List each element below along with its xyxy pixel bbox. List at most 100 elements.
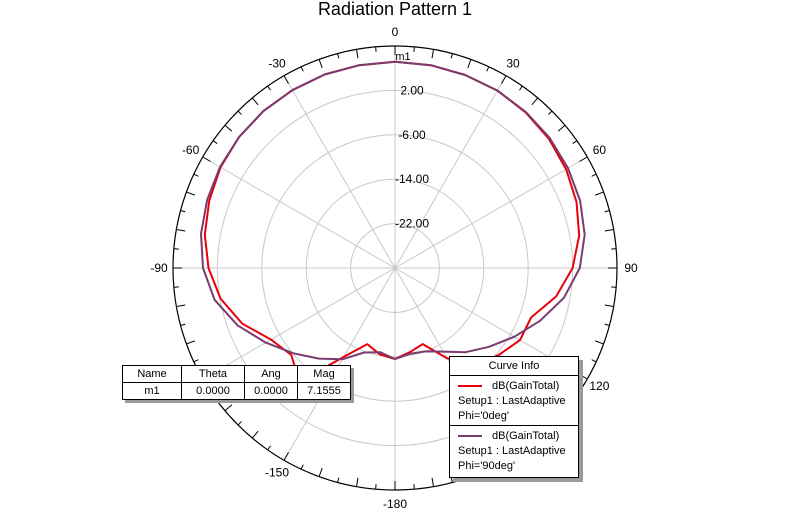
angle-tick-mark [283,75,289,84]
angle-tick-mark [283,452,289,461]
angle-tick-label: 30 [506,57,520,71]
col-header-name: Name [122,365,182,383]
angle-tick-mark [355,477,359,487]
angle-tick-mark [594,340,604,345]
angle-tick-mark [202,156,211,162]
angle-tick-mark [548,110,553,115]
legend-entry: dB(GainTotal) Setup1 : LastAdaptive Phi=… [450,376,578,424]
angle-tick-mark [318,59,323,69]
angle-tick-mark [355,49,359,59]
marker-table-header-row: Name Theta Ang Mag [122,365,351,383]
angle-tick-mark [176,304,186,308]
angle-tick-mark [450,53,453,59]
angle-tick-mark [212,140,218,144]
radial-tick-label: 2.00 [400,83,424,97]
angle-tick-mark [180,323,186,326]
angle-tick-mark [267,445,271,451]
angle-tick-label: 120 [589,379,609,393]
angle-tick-mark [300,464,304,470]
legend-entry: dB(GainTotal) Setup1 : LastAdaptive Phi=… [450,425,578,474]
angle-tick-mark [604,210,610,213]
angle-tick-mark [237,421,242,426]
angle-tick-mark [337,53,340,59]
angle-tick-mark [267,85,271,91]
marker-layer: m1 [395,51,410,63]
grid-spoke [283,267,396,461]
angle-tick-mark [431,49,435,59]
angle-tick-label: -60 [182,143,200,157]
angle-tick-mark [193,359,199,363]
angle-tick-mark [519,85,523,91]
angle-tick-mark [579,156,588,162]
angle-tick-label: 0 [392,25,399,39]
cell-ang: 0.0000 [244,382,298,400]
col-header-theta: Theta [181,365,245,383]
angle-tick-mark [337,477,340,483]
legend-entry-setup: Setup1 : LastAdaptive [458,395,566,407]
angle-tick-mark [186,340,196,345]
angle-tick-mark [176,228,186,232]
angle-tick-mark [193,173,199,177]
angle-tick-mark [501,75,507,84]
series-line-2 [200,60,586,361]
col-header-ang: Ang [244,365,298,383]
curve-info-legend: Curve Info dB(GainTotal) Setup1 : LastAd… [449,356,579,478]
angle-tick-label: -90 [150,261,168,275]
angle-tick-mark [251,430,259,439]
angle-tick-label: 60 [593,143,607,157]
angle-tick-mark [180,210,186,213]
angle-tick-mark [591,359,597,363]
angle-tick-mark [486,66,490,72]
angle-tick-mark [224,404,233,412]
radial-tick-label: -6.00 [398,128,426,142]
radial-tick-label: -14.00 [395,172,429,186]
angle-tick-label: 90 [624,261,638,275]
angle-tick-mark [594,191,604,196]
radial-tick-label: -22.00 [395,217,429,231]
angle-tick-mark [467,59,472,69]
cell-theta: 0.0000 [181,382,245,400]
grid-spoke [394,75,507,269]
angle-tick-mark [572,140,578,144]
curve-info-title: Curve Info [450,357,578,376]
legend-swatch-red [458,385,482,388]
angle-tick-label: -30 [268,57,286,71]
radial-tick-labels: 2.00 -6.00 -14.00 -22.00 [395,83,429,230]
legend-entry-phi: Phi='90deg' [458,460,516,472]
angle-tick-mark [186,191,196,196]
grid-spoke [283,75,396,269]
table-row: m1 0.0000 0.0000 7.1555 [122,382,351,400]
legend-entry-expr: dB(GainTotal) [492,380,560,392]
legend-entry-phi: Phi='0deg' [458,410,509,422]
col-header-mag: Mag [297,365,351,383]
marker-label: m1 [395,51,410,63]
angle-tick-mark [604,304,614,308]
legend-swatch-purple [458,435,482,438]
grid-spoke [202,156,396,269]
angle-tick-mark [579,374,588,380]
angle-tick-mark [224,124,233,132]
cell-mag: 7.1555 [297,382,351,400]
angle-tick-mark [557,124,566,132]
legend-entry-expr: dB(GainTotal) [492,430,560,442]
chart-title: Radiation Pattern 1 [318,0,472,19]
angle-tick-mark [604,323,610,326]
angle-tick-mark [450,477,453,483]
angle-tick-label: -180 [383,497,407,511]
angle-tick-mark [604,228,614,232]
angle-tick-mark [318,467,323,477]
angle-tick-mark [300,66,304,72]
marker-table: Name Theta Ang Mag m1 0.0000 0.0000 7.15… [122,365,351,400]
cell-name: m1 [122,382,182,400]
angle-tick-mark [237,110,242,115]
grid-spoke [202,267,396,380]
angle-tick-label: -150 [265,465,289,479]
angle-tick-mark [431,477,435,487]
legend-entry-setup: Setup1 : LastAdaptive [458,445,566,457]
series-layer [200,60,586,383]
angle-tick-mark [591,173,597,177]
angle-tick-mark [531,97,539,106]
grid-spoke [394,156,588,269]
angle-tick-mark [251,97,259,106]
